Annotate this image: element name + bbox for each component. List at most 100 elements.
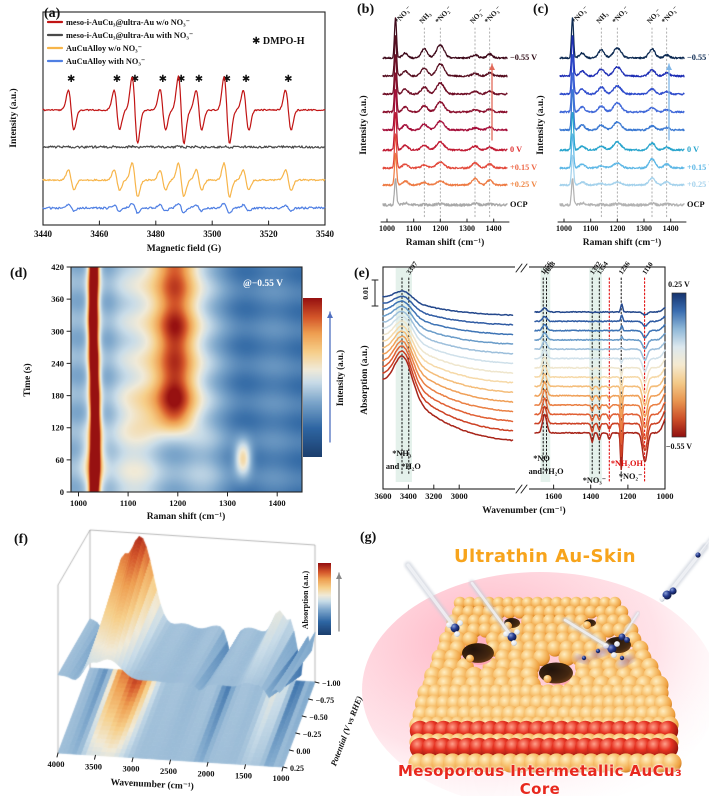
dmpo-h-marker: ✱ — [177, 74, 185, 85]
x-tick-label: 3200 — [425, 491, 442, 501]
molecule-trail-core — [697, 539, 709, 556]
caption-mesoporous-core: Mesoporous Intermetallic AuCu₃ Core — [397, 762, 683, 796]
raman-curve — [382, 152, 508, 187]
panel-f-svg: 4000 3500 3000 2500 2000 1500 1000 Wavenumber (… — [48, 570, 365, 792]
colorbar — [318, 563, 331, 635]
h-atom — [611, 652, 617, 658]
o-atom — [669, 587, 677, 595]
potential-label: −0.55 V — [510, 53, 537, 62]
ftir-curve-left — [382, 330, 514, 394]
panel-c-svg: *NO₃⁻NH₃*NO₂⁻NO₂⁻*NO₃⁻−0.55 V0 V+0.15 V+… — [535, 4, 709, 248]
arrow-head — [666, 64, 672, 70]
ftir-curve-right — [534, 373, 666, 407]
panel-a-svg: 3440 3460 3480 3500 3520 3540 Magnetic field (… — [8, 11, 335, 254]
ftir-curve-left — [382, 305, 514, 345]
panel-d-svg: 1000 1100 1200 1300 1400 0 60 120 180 240 300 360 42… — [22, 262, 345, 522]
band-label: *NO₃⁻ — [482, 4, 503, 25]
adsorbate-dot — [595, 648, 601, 654]
pore-rim-atom — [583, 621, 591, 630]
raman-curve — [382, 133, 508, 170]
h-atom — [503, 631, 509, 637]
axis-break-mark — [520, 484, 528, 494]
colorbar-min-label: −0.55 V — [666, 442, 692, 451]
panel-g-svg — [362, 538, 709, 796]
panel-a-epr-spectra: 3440 3460 3480 3500 3520 3540 Magnetic field (… — [0, 0, 355, 260]
x-tick-label: 2000 — [198, 768, 215, 778]
raman-curve — [559, 35, 685, 78]
x-tick-label: 1400 — [582, 491, 599, 501]
legend-label: meso-i-AuCu₃@ultra-Au with NO₃⁻ — [66, 31, 193, 40]
species-annotation: *NO₃⁻ — [583, 476, 606, 485]
o-atom — [624, 637, 630, 643]
colorbar-label: Intensity (a.u.) — [335, 350, 345, 406]
band-label: *NO₃⁻ — [659, 4, 680, 25]
potential-label: +0.25 V — [687, 180, 709, 189]
x-tick-label: 1500 — [235, 771, 252, 781]
panel-label-b: (b) — [357, 2, 375, 17]
ftir-curve-left — [382, 350, 514, 432]
epr-trace — [42, 202, 326, 214]
ftir-curve-left — [382, 315, 514, 365]
ftir-curve-left — [382, 340, 514, 413]
marker-legend: ✱ DMPO-H — [252, 36, 305, 47]
dmpo-h-marker: ✱ — [113, 74, 121, 85]
x-tick-label: 1400 — [663, 224, 679, 233]
panel-label-d: (d) — [10, 266, 28, 281]
ftir-curve-left — [382, 335, 514, 403]
x-tick-label: 3500 — [203, 229, 222, 239]
axis-break-mask — [515, 262, 529, 272]
band-label: *NO₂⁻ — [610, 4, 631, 25]
species-annotation: *NO₂⁻ — [619, 472, 642, 481]
potential-tick-label: −0.25 — [303, 730, 322, 739]
adsorbate-dot — [619, 655, 625, 661]
x-tick-label: 1200 — [609, 224, 625, 233]
highlight-band — [589, 268, 602, 482]
raman-curve — [559, 72, 685, 114]
h-atom — [454, 631, 460, 637]
x-axis-title: Magnetic field (G) — [147, 243, 221, 254]
potential-label: +0.25 V — [510, 180, 537, 189]
panel-label-c: (c) — [533, 2, 549, 17]
x-axis-title: Wavenumber (cm⁻¹) — [110, 777, 194, 792]
axis-break-mark — [515, 484, 523, 494]
path-shape — [56, 752, 59, 758]
au-skin-atom — [462, 631, 478, 648]
raman-curve — [559, 178, 685, 207]
path-shape — [308, 698, 314, 701]
potential-tick-label: −1.00 — [322, 679, 341, 688]
au-skin-atom — [503, 605, 517, 619]
potential-axis-title: Potential (V vs RHE) — [328, 694, 364, 767]
peak-wavenumber-label: 1110 — [641, 260, 655, 276]
raman-curve — [382, 178, 508, 207]
plot-frame — [70, 266, 303, 493]
au-skin-atom — [601, 623, 616, 638]
species-annotation: and *H₂O — [386, 462, 422, 471]
panel-f-3d-surface: 4000 3500 3000 2500 2000 1500 1000 Wavenumber (… — [0, 525, 365, 796]
arrow-head — [327, 312, 333, 318]
ftir-curve-right — [534, 364, 666, 395]
raman-curve — [559, 154, 685, 187]
colorbar — [303, 298, 322, 457]
molecule-trail-core — [621, 612, 639, 638]
ftir-curve-right — [534, 413, 666, 471]
purple-desorption-smudge — [617, 655, 635, 667]
ftir-curve-left — [382, 320, 514, 374]
x-axis-title: Raman shift (cm⁻¹) — [583, 237, 662, 248]
panel-g-structure-illustration — [360, 525, 709, 796]
n-atom — [450, 623, 460, 633]
h-atom — [603, 643, 609, 649]
species-annotation: *NH₃ — [392, 449, 412, 458]
y-tick-label: 420 — [51, 262, 64, 272]
path-shape — [281, 766, 284, 772]
scale-bar-label: 0.01 — [361, 286, 370, 299]
n-atom — [607, 644, 617, 654]
y-tick-label: 300 — [51, 326, 64, 336]
dmpo-h-marker: ✱ — [223, 74, 231, 85]
y-tick-label: 180 — [51, 391, 64, 401]
path-shape — [169, 759, 171, 765]
raman-curve — [559, 111, 685, 152]
epr-trace — [42, 162, 326, 198]
x-tick-label: 3540 — [316, 229, 335, 239]
